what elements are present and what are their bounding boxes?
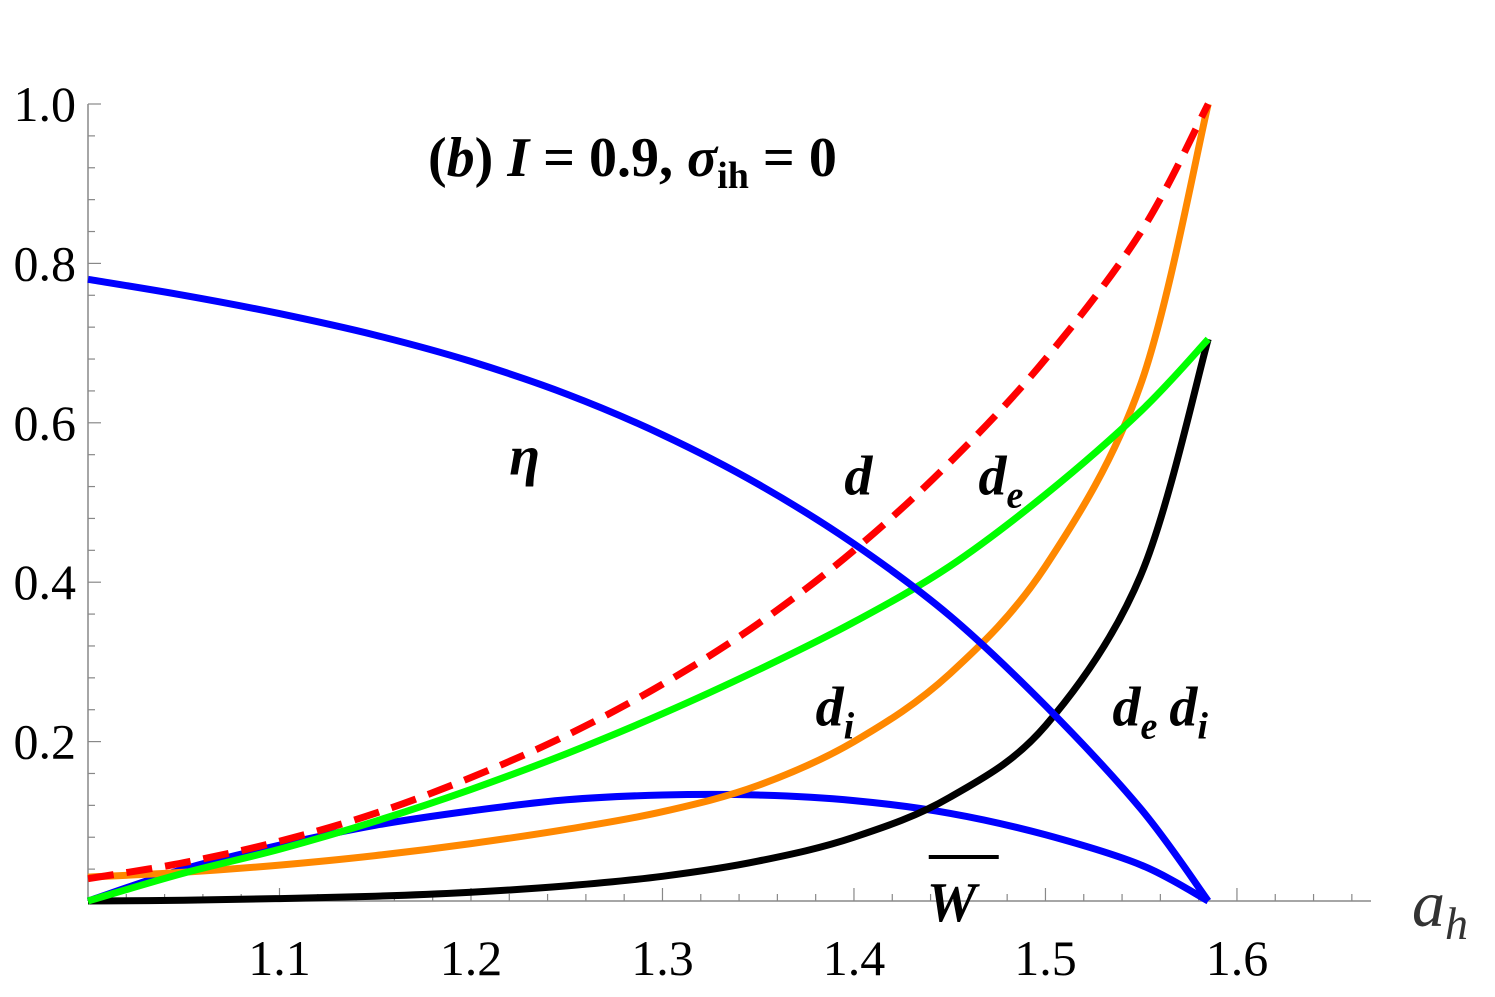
curve-label-main: d: [978, 446, 1007, 508]
curve-label: de: [978, 446, 1023, 517]
curve-label: de di: [1112, 677, 1208, 748]
y-tick-label: 0.6: [14, 395, 77, 451]
curve-label-main: d: [1112, 677, 1141, 739]
x-axis-label-sub: h: [1445, 898, 1468, 949]
curve-label-sub: i: [844, 706, 855, 748]
series-line-WW-bar: [86, 790, 1210, 905]
title-open-paren: (: [428, 127, 447, 189]
curve-label: di: [816, 677, 855, 748]
y-tick-label: 0.2: [14, 714, 77, 770]
curve-label: d: [844, 446, 873, 508]
title-I-symbol: I: [506, 127, 531, 189]
axes: 1.1 1.2 1.3 1.4 1.5 1.6 0.2 0.4 0.6 0.8 1.0 ah: [14, 76, 1469, 986]
x-tick-label: 1.2: [440, 930, 503, 986]
x-tick-label: 1.6: [1206, 930, 1269, 986]
curve-label-main: W: [927, 872, 981, 934]
x-tick-label: 1.1: [248, 930, 311, 986]
chart-title: (b) I = 0.9, σih = 0: [428, 127, 837, 197]
series-line-d-i: [87, 103, 1212, 881]
y-tick-label: 0.8: [14, 235, 77, 291]
x-axis-label-main: a: [1412, 868, 1445, 941]
series-line-d-e: [87, 336, 1211, 905]
curve-label-main: d: [1169, 677, 1198, 739]
curve-label: η: [509, 426, 540, 488]
series-line-d-e-d-i: [87, 338, 1212, 905]
title-close-paren: ): [475, 127, 508, 189]
series-line-: [87, 275, 1212, 904]
curve-label: W: [927, 872, 981, 934]
curve-label-main: η: [509, 426, 540, 488]
x-tick-label: 1.4: [823, 930, 886, 986]
title-sigma-symbol: σ: [687, 127, 719, 189]
title-sigma-subscript: ih: [717, 155, 749, 197]
x-tick-label: 1.3: [631, 930, 694, 986]
curve-label-sub: e: [1140, 706, 1157, 748]
x-tick-label: 1.5: [1014, 930, 1077, 986]
y-tick-label: 0.4: [14, 554, 77, 610]
curve-label-sub: e: [1006, 475, 1023, 517]
curve-label-sub: i: [1197, 706, 1208, 748]
series-layer: [86, 102, 1212, 905]
series-line-d: [87, 102, 1212, 883]
curve-label-main: d: [816, 677, 845, 739]
x-axis-label: ah: [1412, 868, 1468, 949]
title-panel-letter: b: [447, 127, 475, 189]
title-sigma-value: = 0: [749, 127, 837, 189]
y-tick-label: 1.0: [14, 76, 77, 132]
curve-label-main: d: [844, 446, 873, 508]
title-I-value: = 0.9,: [529, 127, 687, 189]
